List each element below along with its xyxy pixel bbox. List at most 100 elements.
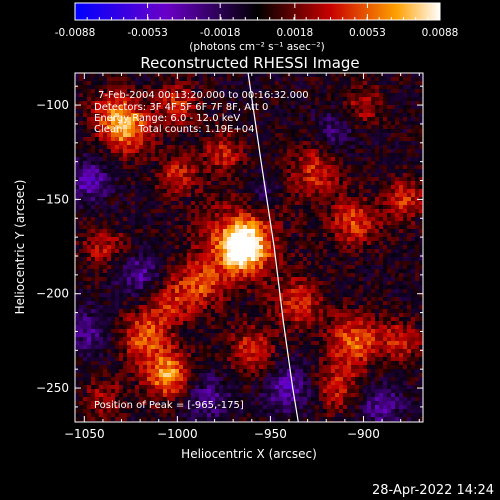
- heatmap-cell: [171, 277, 175, 281]
- heatmap-cell: [271, 77, 275, 81]
- heatmap-cell: [223, 177, 227, 181]
- heatmap-cell: [323, 233, 327, 237]
- heatmap-cell: [283, 205, 287, 209]
- heatmap-cell: [323, 201, 327, 205]
- heatmap-cell: [259, 229, 263, 233]
- heatmap-cell: [167, 277, 171, 281]
- heatmap-cell: [271, 117, 275, 121]
- heatmap-cell: [267, 153, 271, 157]
- heatmap-cell: [251, 229, 255, 233]
- heatmap-cell: [343, 217, 347, 221]
- heatmap-cell: [279, 241, 283, 245]
- heatmap-cell: [331, 129, 335, 133]
- heatmap-cell: [79, 93, 83, 97]
- heatmap-cell: [235, 237, 239, 241]
- heatmap-cell: [99, 161, 103, 165]
- heatmap-cell: [231, 229, 235, 233]
- heatmap-cell: [311, 161, 315, 165]
- heatmap-cell: [295, 221, 299, 225]
- heatmap-cell: [311, 181, 315, 185]
- heatmap-cell: [319, 237, 323, 241]
- heatmap-cell: [111, 157, 115, 161]
- heatmap-cell: [115, 153, 119, 157]
- heatmap-cell: [331, 241, 335, 245]
- heatmap-cell: [83, 217, 87, 221]
- heatmap-cell: [375, 217, 379, 221]
- heatmap-cell: [255, 113, 259, 117]
- heatmap-cell: [183, 249, 187, 253]
- heatmap-cell: [351, 237, 355, 241]
- heatmap-cell: [211, 261, 215, 265]
- heatmap-cell: [303, 293, 307, 297]
- heatmap-cell: [159, 213, 163, 217]
- heatmap-cell: [155, 285, 159, 289]
- heatmap-cell: [251, 233, 255, 237]
- heatmap-cell: [283, 85, 287, 89]
- heatmap-cell: [131, 105, 135, 109]
- heatmap-cell: [367, 265, 371, 269]
- heatmap-cell: [271, 193, 275, 197]
- heatmap-cell: [199, 157, 203, 161]
- heatmap-cell: [383, 205, 387, 209]
- heatmap-cell: [259, 101, 263, 105]
- heatmap-cell: [159, 89, 163, 93]
- heatmap-cell: [295, 73, 299, 77]
- heatmap-cell: [231, 165, 235, 169]
- heatmap-cell: [379, 77, 383, 81]
- heatmap-cell: [211, 289, 215, 293]
- heatmap-cell: [335, 273, 339, 277]
- heatmap-cell: [311, 113, 315, 117]
- heatmap-cell: [415, 161, 419, 165]
- heatmap-cell: [379, 205, 383, 209]
- heatmap-cell: [411, 265, 415, 269]
- heatmap-cell: [379, 217, 383, 221]
- heatmap-cell: [235, 85, 239, 89]
- heatmap-cell: [179, 117, 183, 121]
- heatmap-cell: [83, 221, 87, 225]
- heatmap-cell: [151, 277, 155, 281]
- heatmap-cell: [175, 125, 179, 129]
- heatmap-cell: [339, 281, 343, 285]
- heatmap-cell: [167, 169, 171, 173]
- heatmap-cell: [287, 225, 291, 229]
- heatmap-cell: [359, 265, 363, 269]
- heatmap-cell: [91, 245, 95, 249]
- heatmap-cell: [411, 141, 415, 145]
- heatmap-cell: [299, 189, 303, 193]
- heatmap-cell: [91, 121, 95, 125]
- heatmap-cell: [339, 197, 343, 201]
- heatmap-cell: [287, 229, 291, 233]
- heatmap-cell: [359, 165, 363, 169]
- heatmap-cell: [407, 117, 411, 121]
- heatmap-cell: [415, 293, 419, 297]
- heatmap-cell: [251, 245, 255, 249]
- heatmap-cell: [203, 185, 207, 189]
- heatmap-cell: [363, 189, 367, 193]
- heatmap-cell: [135, 77, 139, 81]
- heatmap-cell: [323, 221, 327, 225]
- heatmap-cell: [167, 89, 171, 93]
- heatmap-cell: [259, 269, 263, 273]
- heatmap-cell: [307, 265, 311, 269]
- heatmap-cell: [175, 285, 179, 289]
- heatmap-cell: [151, 153, 155, 157]
- heatmap-cell: [187, 285, 191, 289]
- heatmap-cell: [287, 129, 291, 133]
- heatmap-cell: [271, 129, 275, 133]
- heatmap-cell: [87, 165, 91, 169]
- heatmap-cell: [143, 197, 147, 201]
- heatmap-cell: [399, 149, 403, 153]
- heatmap-cell: [407, 105, 411, 109]
- heatmap-cell: [175, 169, 179, 173]
- heatmap-cell: [171, 93, 175, 97]
- heatmap-cell: [263, 261, 267, 265]
- heatmap-cell: [103, 221, 107, 225]
- heatmap-cell: [363, 193, 367, 197]
- heatmap-cell: [111, 229, 115, 233]
- heatmap-cell: [191, 189, 195, 193]
- heatmap-cell: [207, 277, 211, 281]
- heatmap-cell: [227, 245, 231, 249]
- heatmap-cell: [155, 201, 159, 205]
- heatmap-cell: [143, 209, 147, 213]
- heatmap-cell: [339, 129, 343, 133]
